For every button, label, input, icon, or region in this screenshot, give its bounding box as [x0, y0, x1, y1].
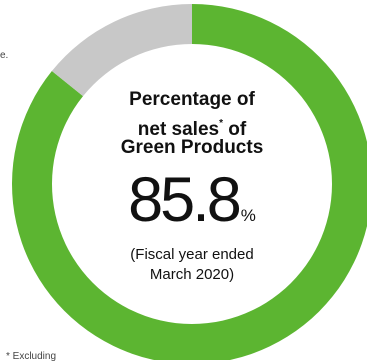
period-line-2: March 2020): [149, 266, 235, 283]
percentage-value: 85.8%: [74, 165, 310, 252]
title-line-2-text: net sales: [137, 119, 220, 140]
footnote-text: * Excluding: [6, 351, 57, 362]
title-line-1: Percentage of: [129, 89, 255, 110]
title-line-2-suffix: of: [228, 119, 247, 140]
percentage-unit: %: [240, 206, 256, 225]
percentage-number: 85.8: [128, 165, 242, 235]
cropped-left-text: e.: [0, 50, 9, 61]
title-line-2: net sales* of: [74, 112, 310, 142]
footnote-marker: *: [219, 118, 223, 129]
title-line-3: Green Products: [120, 137, 264, 158]
other-products-slice: [51, 4, 192, 97]
period-line-1: (Fiscal year ended: [130, 246, 254, 263]
